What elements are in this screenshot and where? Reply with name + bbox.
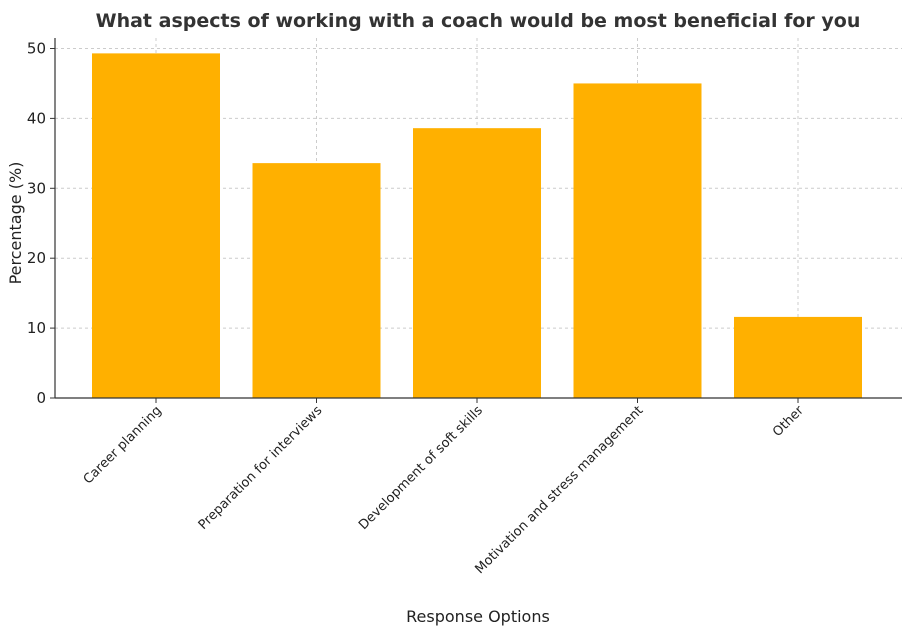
x-tick-label: Motivation and stress management: [472, 403, 646, 577]
bar-career-planning: [92, 53, 220, 399]
chart-title: What aspects of working with a coach wou…: [96, 10, 861, 32]
y-tick-label: 40: [27, 109, 46, 127]
x-tick-label: Career planning: [81, 403, 165, 487]
bar-layer: [92, 53, 862, 399]
y-tick-label: 0: [36, 389, 46, 407]
y-axis-label: Percentage (%): [6, 162, 25, 285]
bar-development-of-soft-skills: [413, 128, 541, 399]
x-tick-label: Other: [770, 403, 807, 440]
y-tick-label: 50: [27, 39, 46, 57]
y-tick-label: 10: [27, 319, 46, 337]
x-tick-label: Development of soft skills: [356, 403, 486, 533]
tick-layer: 0 10 20 30 40 50: [27, 39, 799, 407]
x-axis-label: Response Options: [406, 607, 550, 626]
bar-motivation-and-stress-management: [573, 83, 702, 398]
bar-preparation-for-interviews: [252, 163, 381, 398]
category-label-layer: Career planning Preparation for interview…: [81, 403, 808, 577]
y-tick-label: 30: [27, 179, 46, 197]
bar-other: [734, 316, 862, 398]
axis-layer: [54, 38, 902, 399]
x-tick-label: Preparation for interviews: [196, 403, 326, 533]
y-tick-label: 20: [27, 249, 46, 267]
